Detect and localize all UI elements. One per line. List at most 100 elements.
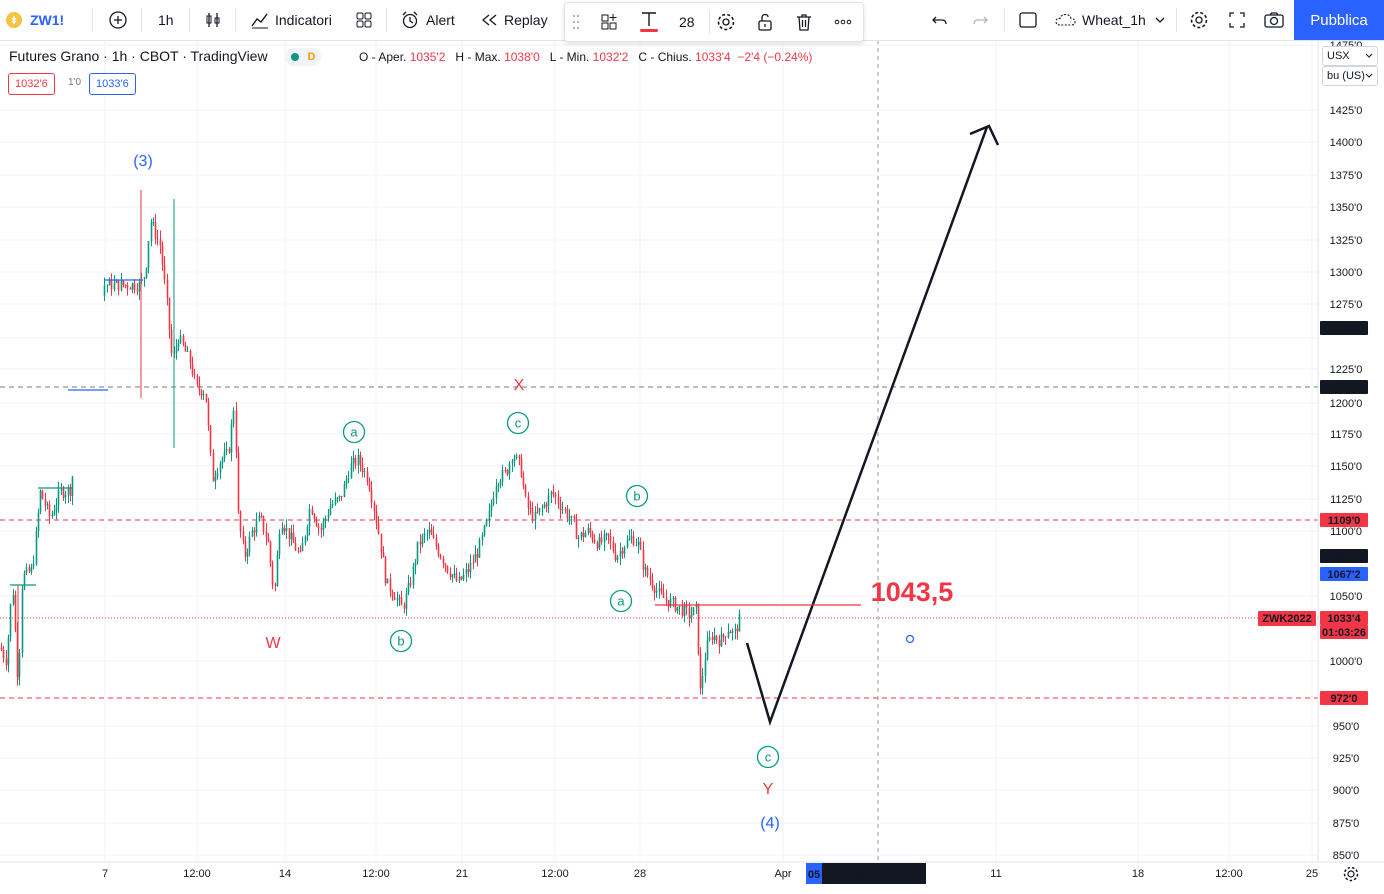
close-value: 1033'4: [695, 50, 731, 64]
text-color-button[interactable]: [638, 3, 660, 41]
candle-body: [462, 574, 465, 580]
wheat-logo-icon: [6, 12, 22, 28]
replay-label: Replay: [504, 12, 548, 28]
candle-body: [469, 562, 472, 572]
settings-button[interactable]: [1189, 0, 1209, 40]
candle-body: [524, 485, 527, 496]
candlestick-series: [0, 190, 741, 695]
price-scale[interactable]: 1475'01425'01400'01375'01350'01325'01300…: [1258, 40, 1384, 862]
redo-button[interactable]: [970, 0, 990, 40]
candle-body: [391, 591, 394, 597]
candle-body: [678, 605, 681, 607]
ohlc-values: O - Aper. 1035'2 H - Max. 1038'0 L - Min…: [359, 50, 813, 64]
candle-body: [271, 562, 274, 585]
candle-body: [138, 281, 141, 292]
candle-body: [727, 631, 730, 638]
square-icon: [1019, 12, 1037, 28]
candle-body: [163, 264, 166, 280]
candle-body: [202, 393, 205, 396]
candle-body: [561, 509, 564, 511]
candle-body: [513, 458, 516, 462]
symbol-tag: ZWK2022: [1262, 613, 1312, 625]
drawing-settings-button[interactable]: [716, 3, 736, 41]
lock-button[interactable]: [755, 3, 775, 41]
drag-handle[interactable]: [571, 3, 581, 41]
candle-body: [488, 510, 491, 520]
fullscreen-button[interactable]: [1227, 0, 1247, 40]
candle-body: [612, 541, 615, 552]
price-tick-label: 850'0: [1333, 850, 1360, 862]
currency-label: USX: [1327, 50, 1350, 62]
font-size-label: 28: [679, 14, 695, 30]
candle-body: [276, 554, 279, 586]
open-label: O - Aper.: [359, 50, 407, 64]
candle-body: [407, 583, 410, 594]
more-button[interactable]: [833, 3, 853, 41]
candle-body: [455, 573, 458, 581]
candle-body: [600, 537, 603, 543]
delete-button[interactable]: [794, 3, 814, 41]
candle-body: [607, 533, 610, 536]
currency-select[interactable]: USX: [1322, 46, 1378, 66]
font-size-button[interactable]: 28: [679, 3, 695, 41]
candle-body: [143, 277, 146, 279]
sell-price-box[interactable]: 1032'6: [8, 73, 55, 95]
indicators-button[interactable]: Indicatori: [250, 0, 332, 40]
time-tick-label: 21: [456, 868, 468, 880]
candle-body: [409, 583, 412, 586]
candle-body: [632, 536, 635, 546]
replay-button[interactable]: Replay: [480, 0, 548, 40]
chart-type-button[interactable]: [203, 0, 223, 40]
gear-icon: [717, 13, 735, 31]
layouts-button[interactable]: [354, 0, 374, 40]
undo-button[interactable]: [930, 0, 950, 40]
price-tick-label: 1325'0: [1330, 235, 1363, 247]
candle-body: [290, 532, 293, 539]
chart-drawings[interactable]: [655, 124, 1000, 727]
candle-body: [28, 567, 31, 572]
candle-body: [566, 509, 569, 519]
snapshot-button[interactable]: [1263, 0, 1285, 40]
select-layout-button[interactable]: [1018, 0, 1038, 40]
candle-body: [685, 605, 688, 608]
candle-body: [209, 425, 212, 453]
candle-body: [609, 535, 612, 542]
candle-body: [184, 344, 187, 352]
candle-body: [223, 451, 226, 459]
candle-body: [274, 584, 277, 586]
candle-body: [416, 541, 419, 562]
candle-body: [285, 527, 288, 532]
candle-body: [315, 519, 318, 526]
wave-label-c2-circle: [756, 745, 780, 769]
time-scale[interactable]: 7 12:00 14 12:00 21 12:00 28 Apr 11 18 12:00 25 05 05…: [0, 861, 1384, 894]
candle-body: [235, 410, 238, 453]
candle-body: [651, 579, 654, 588]
compare-symbol-button[interactable]: [108, 0, 128, 40]
candle-body: [481, 534, 484, 540]
price-tick-label: 1225'0: [1330, 364, 1363, 376]
symbol-search-button[interactable]: ZW1!: [6, 0, 64, 40]
market-status-badge[interactable]: D: [285, 48, 322, 67]
candle-body: [699, 653, 702, 689]
candle-body: [228, 448, 231, 453]
publish-button[interactable]: Pubblica: [1294, 0, 1384, 40]
candle-body: [403, 605, 406, 609]
price-tick-label: 875'0: [1333, 818, 1360, 830]
template-button[interactable]: [599, 3, 619, 41]
layout-name-button[interactable]: Wheat_1h: [1054, 0, 1168, 40]
unit-select[interactable]: bu (US): [1322, 66, 1378, 86]
alert-button[interactable]: Alert: [400, 0, 455, 40]
candle-body: [207, 402, 210, 426]
time-scale-settings-icon[interactable]: [1343, 866, 1359, 882]
candle-body: [159, 239, 162, 246]
interval-button[interactable]: 1h: [158, 0, 174, 40]
candle-body: [7, 637, 10, 666]
price-tick-label: 1275'0: [1330, 299, 1363, 311]
time-tick-label: 18: [1132, 868, 1144, 880]
time-tick-label: 14: [279, 868, 291, 880]
chart-legend-title[interactable]: Futures Grano · 1h · CBOT · TradingView …: [9, 48, 322, 67]
candle-body: [297, 550, 300, 552]
buy-price-box[interactable]: 1033'6: [89, 73, 136, 95]
candle-body: [398, 597, 401, 599]
